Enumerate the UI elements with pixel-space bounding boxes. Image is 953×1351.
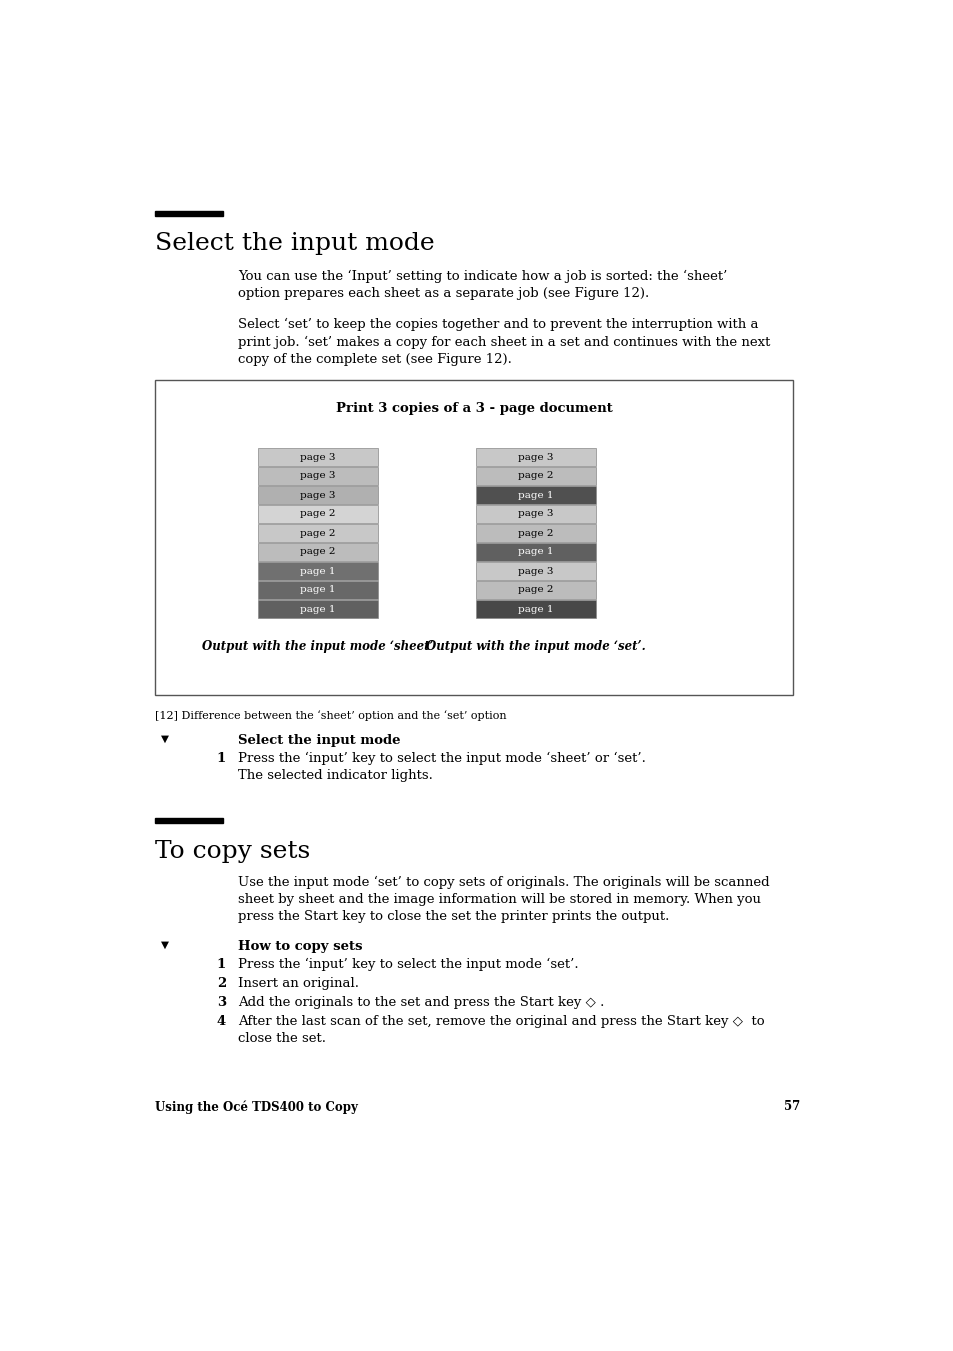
Text: page 2: page 2 [300,509,335,519]
Text: page 1: page 1 [300,585,335,594]
Bar [257,524,377,542]
Bar [257,505,377,523]
Bar [257,581,377,598]
Text: You can use the ‘Input’ setting to indicate how a job is sorted: the ‘sheet’
opt: You can use the ‘Input’ setting to indic… [237,270,726,300]
Bar [257,562,377,580]
Bar [476,562,596,580]
Text: page 2: page 2 [300,547,335,557]
Text: page 2: page 2 [517,528,553,538]
Text: To copy sets: To copy sets [154,840,310,863]
Bar [257,543,377,561]
Text: close the set.: close the set. [237,1032,326,1046]
Text: 2: 2 [216,977,226,990]
Bar [154,817,223,823]
Text: page 2: page 2 [517,471,553,481]
Bar [257,449,377,466]
Text: page 2: page 2 [517,585,553,594]
Text: Select the input mode: Select the input mode [154,232,435,255]
Text: Print 3 copies of a 3 - page document: Print 3 copies of a 3 - page document [335,403,612,415]
Bar [476,581,596,598]
Bar [257,600,377,617]
Text: 1: 1 [216,958,226,971]
Text: Select ‘set’ to keep the copies together and to prevent the interruption with a
: Select ‘set’ to keep the copies together… [237,317,770,366]
Bar [257,467,377,485]
Bar [476,467,596,485]
Text: Use the input mode ‘set’ to copy sets of originals. The originals will be scanne: Use the input mode ‘set’ to copy sets of… [237,875,769,923]
Text: Using the Océ TDS400 to Copy: Using the Océ TDS400 to Copy [154,1100,357,1113]
Text: page 1: page 1 [517,604,553,613]
Text: ▼: ▼ [161,940,169,950]
Bar [154,380,792,694]
Bar [476,486,596,504]
Bar [476,505,596,523]
Text: page 3: page 3 [517,453,553,462]
Text: page 3: page 3 [300,471,335,481]
Text: Insert an original.: Insert an original. [237,977,358,990]
Text: Press the ‘input’ key to select the input mode ‘set’.: Press the ‘input’ key to select the inpu… [237,958,578,971]
Bar [257,486,377,504]
Text: How to copy sets: How to copy sets [237,940,362,952]
Text: 57: 57 [783,1100,800,1113]
Text: 3: 3 [216,996,226,1009]
Text: page 1: page 1 [300,566,335,576]
Bar [476,449,596,466]
Bar [476,600,596,617]
Bar [154,211,223,216]
Text: The selected indicator lights.: The selected indicator lights. [237,769,433,782]
Text: Add the originals to the set and press the Start key ◇ .: Add the originals to the set and press t… [237,996,604,1009]
Text: page 2: page 2 [300,528,335,538]
Text: Select the input mode: Select the input mode [237,734,400,747]
Text: Press the ‘input’ key to select the input mode ‘sheet’ or ‘set’.: Press the ‘input’ key to select the inpu… [237,753,645,765]
Text: page 3: page 3 [300,453,335,462]
Text: page 3: page 3 [300,490,335,500]
Text: ▼: ▼ [161,734,169,744]
Text: page 1: page 1 [300,604,335,613]
Text: 1: 1 [216,753,226,765]
Text: After the last scan of the set, remove the original and press the Start key ◇  t: After the last scan of the set, remove t… [237,1015,763,1028]
Text: Output with the input mode ‘sheet’: Output with the input mode ‘sheet’ [202,640,434,653]
Text: page 1: page 1 [517,547,553,557]
Text: page 3: page 3 [517,566,553,576]
Text: [12] Difference between the ‘sheet’ option and the ‘set’ option: [12] Difference between the ‘sheet’ opti… [154,711,506,721]
Text: 4: 4 [216,1015,226,1028]
Bar [476,524,596,542]
Text: page 1: page 1 [517,490,553,500]
Text: page 3: page 3 [517,509,553,519]
Bar [476,543,596,561]
Text: Output with the input mode ‘set’.: Output with the input mode ‘set’. [426,640,645,653]
